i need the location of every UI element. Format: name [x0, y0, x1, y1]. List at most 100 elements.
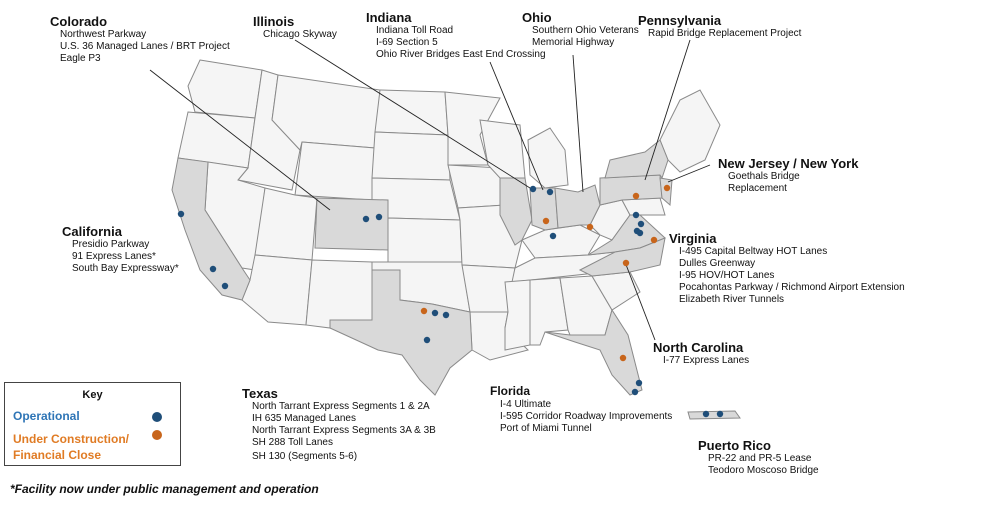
project-name: U.S. 36 Managed Lanes / BRT Project: [60, 41, 230, 52]
leader-illinois: [294, 39, 531, 189]
dot-operational-ca: [209, 265, 217, 273]
operational-dot-icon: [152, 412, 162, 422]
label-indiana: Indiana Indiana Toll Road I-69 Section 5…: [366, 10, 546, 61]
state-texas: [329, 269, 473, 396]
state-new-mexico: [305, 259, 373, 329]
dot-operational-ca: [221, 282, 229, 290]
state-north-carolina: [578, 237, 666, 277]
state-indiana: [529, 187, 559, 231]
label-texas: Texas North Tarrant Express Segments 1 &…: [242, 386, 436, 463]
state-illinois: [499, 177, 533, 246]
project-name: SH 288 Toll Lanes: [252, 437, 333, 448]
state-washington: [187, 59, 263, 119]
project-name: Dulles Greenway: [679, 258, 756, 269]
dot-operational-tx: [423, 336, 431, 344]
state-kansas: [387, 217, 463, 263]
state-new-england: [659, 89, 721, 173]
dot-construction-nc: [622, 259, 630, 267]
state-name: Puerto Rico: [698, 438, 771, 453]
dot-construction-va: [650, 236, 658, 244]
project-name: North Tarrant Express Segments 1 & 2A: [252, 401, 430, 412]
state-name: Indiana: [366, 10, 412, 25]
project-name: Northwest Parkway: [60, 29, 147, 40]
state-mississippi: [504, 279, 531, 351]
dot-construction-oh: [586, 223, 594, 231]
dot-operational-va: [636, 229, 644, 237]
state-arizona: [241, 254, 313, 326]
state-new-jersey: [659, 177, 673, 207]
dot-operational-ca: [177, 210, 185, 218]
project-name: Eagle P3: [60, 53, 101, 64]
project-name: South Bay Expressway*: [72, 263, 179, 274]
dot-operational-in: [546, 188, 554, 196]
leader-lines: [149, 39, 711, 341]
dot-operational-co: [362, 215, 370, 223]
label-puerto-rico: Puerto Rico PR-22 and PR-5 Lease Teodoro…: [698, 438, 819, 477]
dot-operational-fl: [635, 379, 643, 387]
dot-construction-fl: [619, 354, 627, 362]
project-dots: [177, 184, 724, 418]
map-key: Key Operational Under Construction/ Fina…: [4, 382, 181, 466]
highlighted-states: [171, 139, 741, 420]
footnote: *Facility now under public management an…: [10, 482, 319, 496]
state-michigan: [527, 127, 569, 189]
project-name: SH 130 (Segments 5-6): [252, 451, 358, 462]
state-maryland: [621, 197, 666, 216]
label-north-carolina: North Carolina I-77 Express Lanes: [653, 340, 749, 367]
project-name: I-595 Corridor Roadway Improvements: [500, 411, 673, 422]
label-california: California Presidio Parkway 91 Express L…: [62, 224, 179, 275]
dot-construction-pa: [632, 192, 640, 200]
leader-new-jersey: [667, 164, 711, 183]
dot-operational-va: [637, 220, 645, 228]
project-name: Presidio Parkway: [72, 239, 150, 250]
leader-pennsylvania: [644, 39, 691, 181]
state-name: California: [62, 224, 122, 239]
state-name: Virginia: [669, 231, 717, 246]
dot-operational-pr: [716, 410, 724, 418]
key-operational-label: Operational: [13, 409, 80, 423]
dot-operational-pr: [702, 410, 710, 418]
state-colorado: [314, 197, 389, 251]
state-florida: [544, 308, 643, 396]
project-name: I-495 Capital Beltway HOT Lanes: [679, 246, 828, 257]
label-new-jersey-new-york: New Jersey / New York Goethals Bridge Re…: [718, 156, 858, 195]
project-name: I-95 HOV/HOT Lanes: [679, 270, 775, 281]
label-ohio: Ohio Southern Ohio Veterans Memorial Hig…: [522, 10, 639, 49]
project-name: I-69 Section 5: [376, 37, 438, 48]
state-wyoming: [294, 141, 376, 201]
project-name: IH 635 Managed Lanes: [252, 413, 356, 424]
dot-operational-fl: [631, 388, 639, 396]
dot-operational-tx: [442, 311, 450, 319]
other-states: [177, 59, 721, 361]
key-under-construction-label: Under Construction/ Financial Close: [13, 432, 129, 462]
dot-construction-in: [542, 217, 550, 225]
state-ohio: [554, 184, 601, 229]
project-name: Indiana Toll Road: [376, 25, 454, 36]
label-colorado: Colorado Northwest Parkway U.S. 36 Manag…: [50, 14, 230, 65]
label-pennsylvania: Pennsylvania Rapid Bridge Replacement Pr…: [638, 13, 801, 40]
state-south-dakota: [371, 131, 451, 181]
project-name: North Tarrant Express Segments 3A & 3B: [252, 425, 436, 436]
project-name: 91 Express Lanes*: [72, 251, 156, 262]
project-name: Elizabeth River Tunnels: [679, 294, 785, 305]
dot-construction-nj: [663, 184, 671, 192]
key-title: Key: [82, 389, 103, 401]
label-virginia: Virginia I-495 Capital Beltway HOT Lanes…: [669, 231, 905, 306]
project-name: Replacement: [728, 183, 787, 194]
project-name: Goethals Bridge: [728, 171, 800, 182]
state-name: Ohio: [522, 10, 552, 25]
project-name: Pocahontas Parkway / Richmond Airport Ex…: [679, 282, 905, 293]
state-name: North Carolina: [653, 340, 744, 355]
project-name: Rapid Bridge Replacement Project: [648, 28, 802, 39]
dot-operational-va: [632, 211, 640, 219]
state-name: Pennsylvania: [638, 13, 722, 28]
state-kentucky: [521, 224, 601, 259]
project-name: Teodoro Moscoso Bridge: [708, 465, 819, 476]
project-name: Memorial Highway: [532, 37, 615, 48]
project-name: I-77 Express Lanes: [663, 355, 750, 366]
label-illinois: Illinois Chicago Skyway: [253, 14, 337, 41]
project-name: PR-22 and PR-5 Lease: [708, 453, 812, 464]
dot-operational-il: [529, 185, 537, 193]
